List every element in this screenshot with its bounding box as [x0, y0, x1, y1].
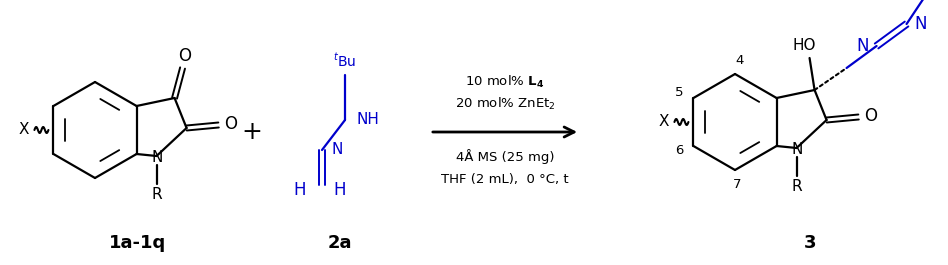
Text: N: N — [792, 142, 803, 157]
Text: R: R — [792, 179, 802, 193]
Text: N: N — [856, 37, 868, 55]
Text: O: O — [864, 107, 877, 125]
Text: H: H — [334, 181, 346, 199]
Text: NH: NH — [357, 113, 380, 127]
Text: O: O — [178, 47, 191, 65]
Text: 3: 3 — [804, 234, 816, 252]
Text: 4Å MS (25 mg): 4Å MS (25 mg) — [456, 149, 555, 165]
Text: 6: 6 — [675, 144, 684, 157]
Text: O: O — [224, 115, 237, 133]
Text: $^t$Bu: $^t$Bu — [334, 52, 356, 70]
Text: 1a-1q: 1a-1q — [109, 234, 167, 252]
Text: X: X — [18, 122, 28, 138]
Text: 5: 5 — [675, 86, 684, 99]
Text: 10 mol% $\mathbf{L_4}$: 10 mol% $\mathbf{L_4}$ — [465, 74, 544, 90]
Text: X: X — [658, 114, 668, 130]
Text: +: + — [242, 120, 263, 144]
Text: 2a: 2a — [328, 234, 353, 252]
Text: HO: HO — [793, 38, 816, 52]
Text: THF (2 mL),  0 °C, t: THF (2 mL), 0 °C, t — [441, 173, 569, 186]
Text: R: R — [152, 187, 162, 201]
Text: 4: 4 — [736, 54, 744, 67]
Text: 20 mol% ZnEt$_2$: 20 mol% ZnEt$_2$ — [455, 96, 556, 112]
Text: N: N — [332, 143, 343, 157]
Text: N: N — [152, 149, 163, 165]
Text: 7: 7 — [733, 178, 741, 191]
Text: H: H — [294, 181, 306, 199]
Text: N: N — [915, 15, 927, 33]
